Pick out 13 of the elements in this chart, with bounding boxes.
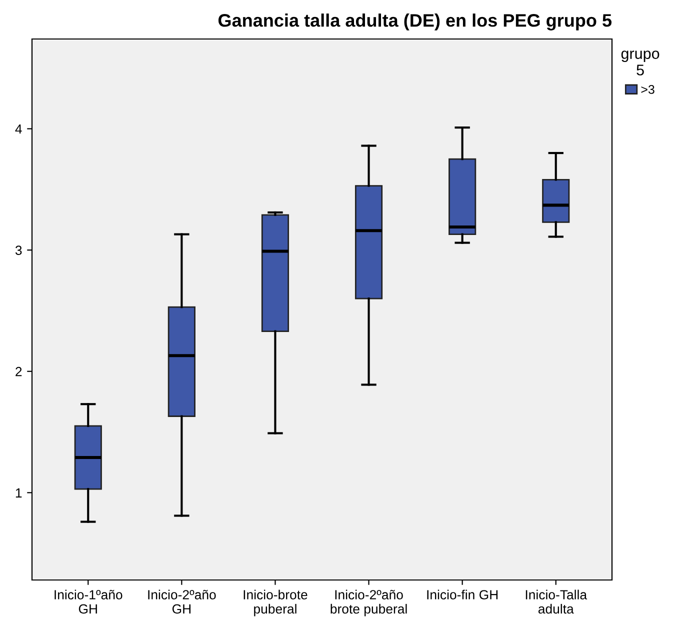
x-tick-label: Inicio-brote puberal	[244, 590, 308, 616]
chart-title: Ganancia talla adulta (DE) en los PEG grupo 5	[218, 14, 612, 30]
y-tick-label: 1	[16, 488, 22, 498]
y-tick-label: 2	[16, 366, 22, 376]
legend-label: >3	[641, 85, 654, 94]
x-tick-label: Inicio-1ºaño GH	[54, 590, 122, 614]
y-tick-label: 3	[15, 246, 22, 255]
x-tick-label: Inicio-2ºaño GH	[148, 590, 216, 614]
x-tick-label: Inicio-2ºaño brote puberal	[330, 590, 407, 616]
y-tick-label: 4	[15, 124, 22, 134]
x-tick-label: Inicio-fin GH	[427, 590, 498, 600]
legend-title: grupo 5	[621, 50, 660, 76]
x-tick-label: Inicio-Talla adulta	[526, 590, 588, 614]
